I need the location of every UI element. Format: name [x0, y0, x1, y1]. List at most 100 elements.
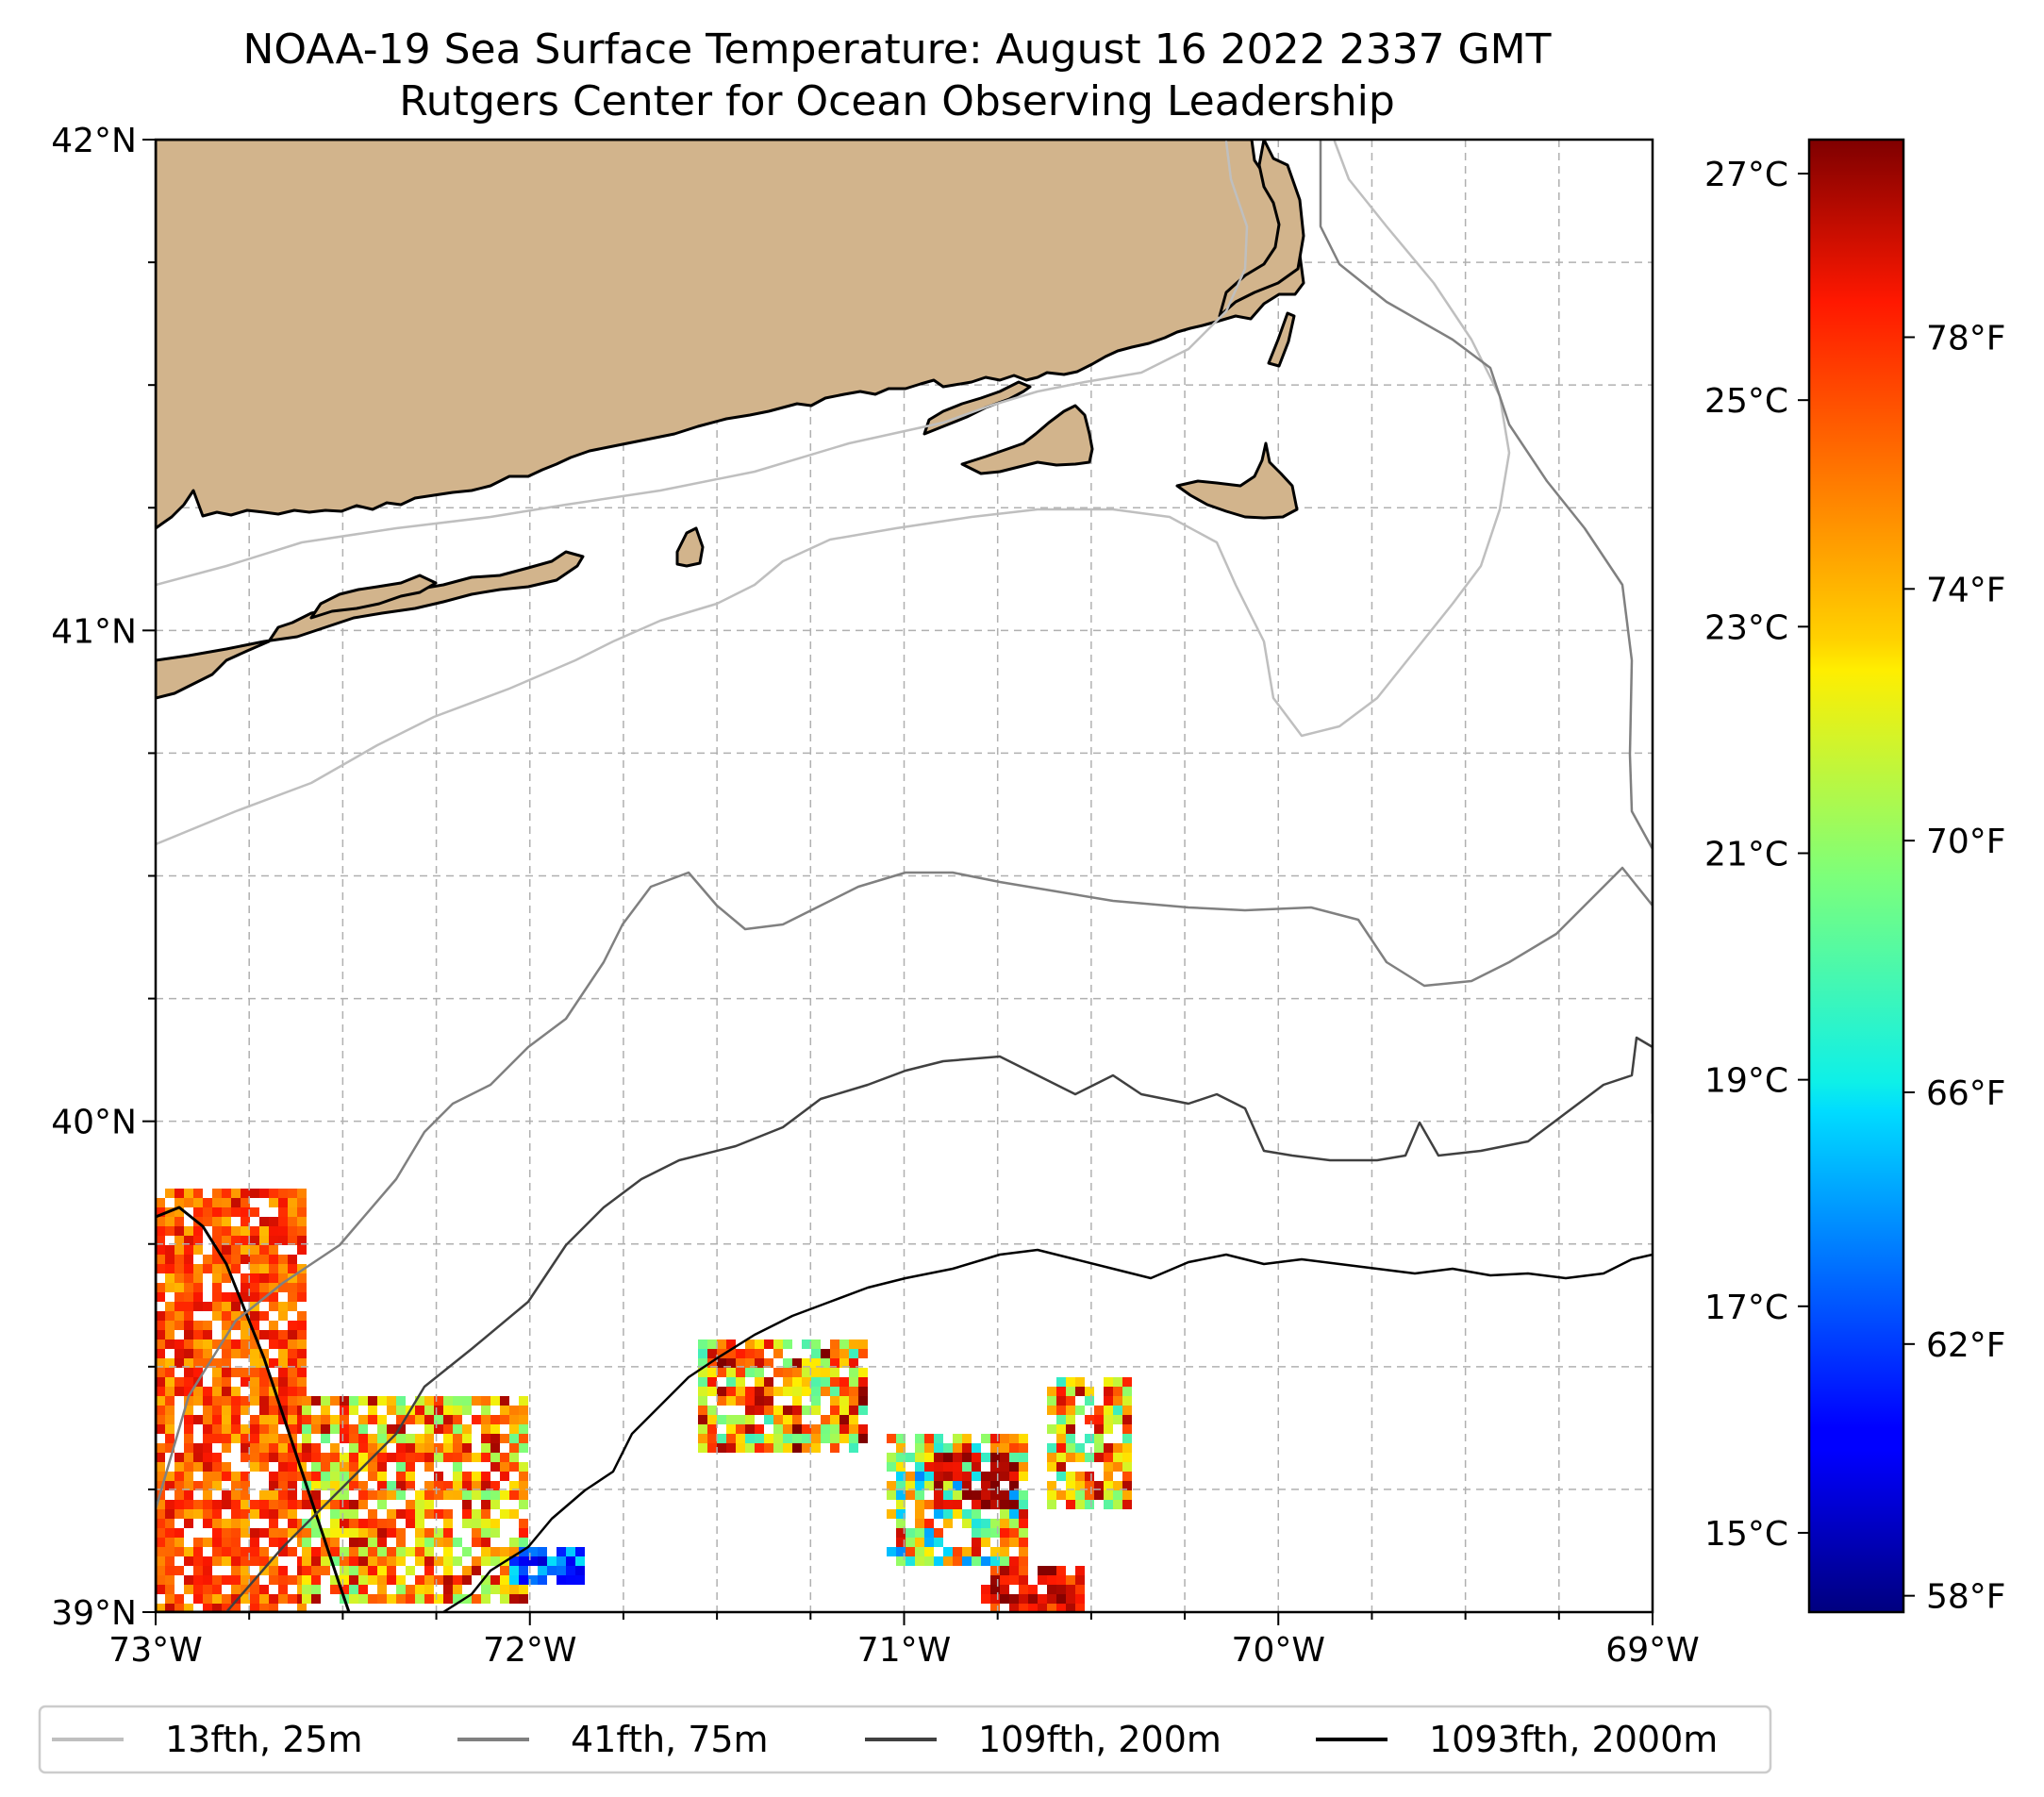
- sst-pixel: [340, 1396, 349, 1406]
- sst-pixel: [203, 1556, 212, 1566]
- sst-pixel: [349, 1406, 358, 1415]
- sst-pixel: [278, 1302, 288, 1311]
- sst-pixel: [193, 1575, 203, 1585]
- celsius-tick-label: 25°C: [1704, 382, 1788, 421]
- sst-pixel: [434, 1415, 443, 1424]
- sst-pixel: [745, 1424, 755, 1434]
- sst-pixel: [193, 1349, 203, 1358]
- sst-pixel: [297, 1283, 307, 1292]
- sst-pixel: [302, 1472, 311, 1481]
- sst-pixel: [358, 1519, 368, 1528]
- sst-pixel: [330, 1443, 340, 1453]
- sst-pixel: [396, 1443, 406, 1453]
- sst-pixel: [193, 1264, 203, 1273]
- sst-pixel: [462, 1453, 472, 1462]
- sst-pixel: [231, 1396, 241, 1406]
- sst-pixel: [250, 1368, 259, 1377]
- sst-pixel: [1009, 1538, 1019, 1547]
- sst-pixel: [472, 1490, 481, 1500]
- sst-pixel: [453, 1490, 462, 1500]
- sst-pixel: [481, 1585, 490, 1594]
- sst-pixel: [222, 1377, 231, 1387]
- sst-pixel: [896, 1490, 906, 1500]
- sst-pixel: [906, 1472, 915, 1481]
- sst-pixel: [156, 1255, 165, 1264]
- sst-pixel: [241, 1500, 250, 1509]
- sst-pixel: [887, 1547, 896, 1556]
- sst-pixel: [519, 1519, 528, 1528]
- sst-pixel: [773, 1443, 783, 1453]
- sst-pixel: [340, 1585, 349, 1594]
- sst-pixel: [736, 1377, 745, 1387]
- sst-pixel: [349, 1396, 358, 1406]
- sst-pixel: [736, 1358, 745, 1368]
- sst-pixel: [184, 1443, 193, 1453]
- sst-pixel: [259, 1424, 269, 1434]
- sst-pixel: [193, 1292, 203, 1302]
- sst-pixel: [924, 1453, 934, 1462]
- sst-pixel: [472, 1528, 481, 1538]
- sst-pixel: [156, 1264, 165, 1273]
- sst-pixel: [184, 1500, 193, 1509]
- sst-pixel: [212, 1556, 222, 1566]
- sst-pixel: [203, 1217, 212, 1226]
- sst-pixel: [269, 1283, 278, 1292]
- colorbar-celsius-axis: 15°C17°C19°C21°C23°C25°C27°C: [1704, 156, 1809, 1554]
- sst-pixel: [222, 1255, 231, 1264]
- sst-pixel: [434, 1472, 443, 1481]
- sst-pixel: [415, 1415, 424, 1424]
- sst-pixel: [193, 1339, 203, 1349]
- sst-pixel: [1000, 1472, 1009, 1481]
- sst-pixel: [1066, 1472, 1075, 1481]
- sst-pixel: [174, 1500, 184, 1509]
- sst-pixel: [575, 1547, 585, 1556]
- sst-pixel: [349, 1509, 358, 1519]
- sst-pixel: [443, 1453, 453, 1462]
- sst-pixel: [764, 1434, 773, 1443]
- sst-pixel: [203, 1472, 212, 1481]
- sst-pixel: [1009, 1566, 1019, 1575]
- sst-pixel: [575, 1575, 585, 1585]
- sst-pixel: [698, 1349, 707, 1358]
- sst-pixel: [193, 1330, 203, 1339]
- sst-pixel: [1104, 1377, 1113, 1387]
- sst-pixel: [538, 1556, 547, 1566]
- sst-pixel: [349, 1585, 358, 1594]
- sst-pixel: [349, 1575, 358, 1585]
- sst-pixel: [203, 1490, 212, 1500]
- sst-pixel: [165, 1264, 174, 1273]
- sst-pixel: [1038, 1604, 1047, 1612]
- sst-pixel: [174, 1453, 184, 1462]
- sst-pixel: [981, 1481, 990, 1490]
- sst-pixel: [297, 1321, 307, 1330]
- sst-pixel: [481, 1472, 490, 1481]
- sst-pixel: [519, 1406, 528, 1415]
- sst-pixel: [500, 1406, 509, 1415]
- sst-pixel: [212, 1528, 222, 1538]
- sst-pixel: [415, 1396, 424, 1406]
- sst-pixel: [481, 1406, 490, 1415]
- sst-pixel: [302, 1538, 311, 1547]
- sst-pixel: [802, 1339, 811, 1349]
- sst-pixel: [184, 1245, 193, 1255]
- sst-pixel: [415, 1528, 424, 1538]
- sst-pixel: [278, 1509, 288, 1519]
- sst-pixel: [707, 1415, 717, 1424]
- sst-pixel: [288, 1226, 297, 1236]
- sst-pixel: [698, 1396, 707, 1406]
- land-long-island: [156, 550, 585, 700]
- sst-pixel: [858, 1339, 868, 1349]
- sst-pixel: [297, 1339, 307, 1349]
- sst-pixel: [962, 1556, 972, 1566]
- celsius-tick-label: 23°C: [1704, 608, 1788, 647]
- sst-pixel: [1085, 1415, 1094, 1424]
- sst-pixel: [340, 1556, 349, 1566]
- sst-pixel: [212, 1424, 222, 1434]
- sst-pixel: [424, 1547, 434, 1556]
- sst-pixel: [972, 1538, 981, 1547]
- sst-pixel: [990, 1594, 1000, 1604]
- sst-pixel: [858, 1434, 868, 1443]
- sst-pixel: [297, 1292, 307, 1302]
- sst-pixel: [396, 1490, 406, 1500]
- sst-pixel: [288, 1481, 297, 1490]
